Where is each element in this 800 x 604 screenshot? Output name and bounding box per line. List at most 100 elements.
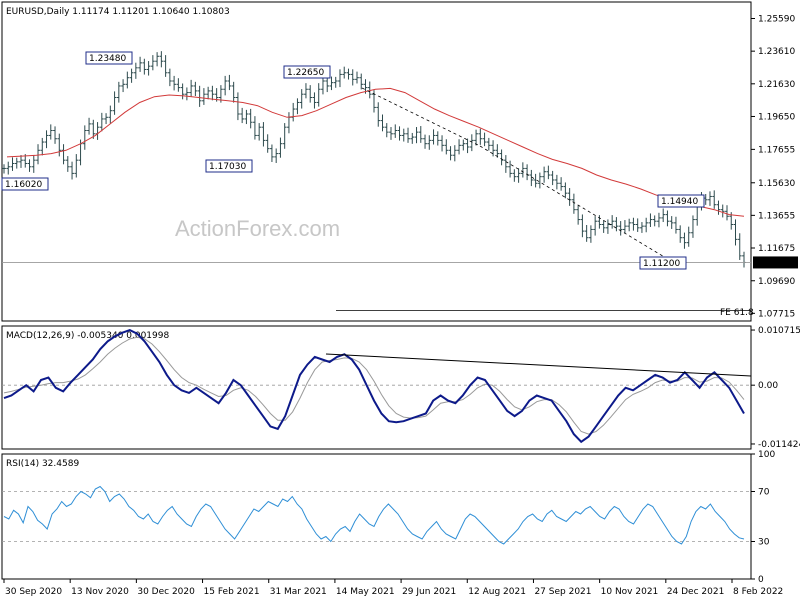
- price-bar: [248, 108, 253, 129]
- price-bar: [648, 213, 653, 227]
- price-bar: [304, 83, 308, 99]
- x-axis-tick-label: 29 Jun 2021: [402, 587, 456, 597]
- price-bar: [452, 145, 457, 162]
- price-bar: [6, 161, 11, 175]
- price-bar: [384, 123, 389, 138]
- macd-line: [3, 329, 745, 444]
- price-bar: [116, 81, 121, 103]
- price-bar: [414, 127, 419, 144]
- price-bar: [316, 83, 321, 107]
- rsi-panel-title: RSI(14) 32.4589: [6, 459, 79, 469]
- price-bar: [537, 172, 542, 189]
- price-bar: [516, 168, 521, 183]
- price-bar: [678, 225, 683, 243]
- price-bar: [376, 102, 381, 127]
- price-bar: [333, 76, 338, 88]
- price-bar: [291, 102, 296, 122]
- price-bar: [274, 148, 279, 163]
- price-bar: [133, 62, 138, 79]
- price-bar: [312, 92, 317, 109]
- annotation-text: 1.16020: [5, 180, 42, 190]
- price-bar: [529, 169, 534, 187]
- price-y-tick-label: 1.17655: [758, 145, 795, 155]
- annotation-box: [85, 51, 133, 65]
- price-bar: [597, 215, 602, 229]
- price-y-tick-label: 1.15630: [758, 179, 795, 189]
- x-axis-tick-label: 10 Nov 2021: [601, 587, 659, 597]
- rsi-y-tick-label: 0: [758, 575, 764, 585]
- annotation-box: [657, 194, 705, 208]
- rsi-line: [3, 485, 745, 545]
- trendline-dashed-upper: [361, 87, 481, 147]
- price-y-tick-label: 1.21630: [758, 80, 795, 90]
- price-bar: [474, 129, 478, 146]
- price-bar: [342, 66, 347, 79]
- price-bar: [401, 128, 406, 142]
- price-bar: [121, 79, 125, 93]
- price-bar: [270, 144, 274, 162]
- price-bar: [708, 191, 712, 206]
- price-bar: [410, 132, 415, 144]
- current-price-text: 1.10803: [757, 258, 794, 268]
- macd-panel-title: MACD(12,26,9) -0.005340 0.001998: [6, 331, 169, 341]
- price-bar: [308, 85, 313, 103]
- price-bar: [14, 157, 19, 169]
- annotation-text: 1.22650: [287, 68, 324, 78]
- price-bar: [631, 217, 636, 231]
- price-bar: [550, 170, 555, 186]
- fe-annotation-text: FE 61.8: [720, 308, 754, 318]
- price-bar: [82, 125, 87, 150]
- price-bar: [235, 92, 240, 121]
- price-bar: [495, 144, 500, 158]
- price-bar: [142, 58, 147, 75]
- price-bar: [665, 210, 670, 227]
- price-bar: [299, 89, 304, 109]
- price-bar: [2, 164, 6, 174]
- price-bar: [563, 182, 568, 199]
- price-bar: [584, 225, 589, 242]
- price-bar: [359, 73, 364, 90]
- price-bar: [554, 174, 559, 190]
- price-bar: [725, 205, 729, 221]
- price-bar: [163, 55, 168, 77]
- price-bar: [112, 91, 117, 115]
- price-bar: [737, 233, 742, 260]
- price-bar: [542, 166, 547, 183]
- current-price-badge: 1.10803: [753, 256, 798, 269]
- price-y-tick-label: 1.07715: [758, 309, 795, 319]
- price-bar: [146, 61, 151, 76]
- price-bar: [367, 81, 372, 99]
- macd-signal-line: [3, 336, 745, 435]
- price-bar: [661, 208, 666, 223]
- price-bar: [150, 55, 155, 71]
- price-bar: [691, 215, 695, 238]
- price-bar: [593, 216, 598, 236]
- annotation-text: 1.11200: [643, 259, 680, 269]
- price-bar: [282, 123, 287, 149]
- axis-layer: 1.25590 1.23610 1.21630 1.19650 1.17655 1.156…: [3, 14, 800, 597]
- price-bar: [652, 215, 657, 227]
- price-bar: [155, 52, 160, 67]
- price-bar: [674, 216, 678, 234]
- price-annotation: 1.11200: [639, 256, 687, 270]
- price-bar: [27, 159, 32, 172]
- price-bar: [257, 123, 262, 141]
- price-bar: [329, 76, 334, 91]
- price-bar: [261, 122, 266, 147]
- price-bar: [44, 130, 49, 149]
- rsi-y-tick-label: 30: [758, 538, 770, 548]
- price-bar: [512, 169, 517, 182]
- price-bar: [99, 112, 104, 132]
- price-bar: [478, 128, 483, 145]
- price-bar: [380, 114, 385, 132]
- price-annotation: FE 61.8: [720, 308, 754, 318]
- moving-average-line: [6, 87, 745, 217]
- annotation-text: 1.23480: [89, 54, 126, 64]
- price-bar: [533, 173, 538, 188]
- price-bar: [520, 162, 525, 178]
- price-bar: [418, 126, 423, 143]
- annotation-box: [1, 177, 49, 191]
- annotation-box: [283, 65, 331, 79]
